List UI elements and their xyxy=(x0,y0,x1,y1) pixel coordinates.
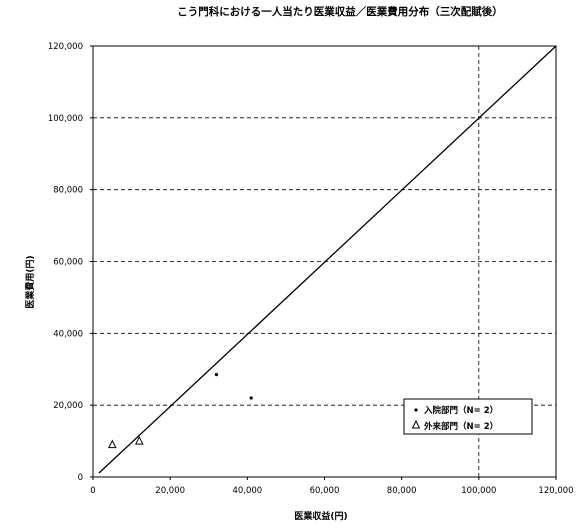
legend-label-outpatient: 外来部門（N= 2） xyxy=(423,421,498,432)
y-axis: 0 20,000 40,000 60,000 80,000 100,000 120,000 xyxy=(48,42,93,483)
reference-line xyxy=(98,45,557,474)
legend-label-inpatient: 入院部門（N= 2） xyxy=(423,405,498,416)
reference-line-layer xyxy=(98,45,557,474)
y-tick-label: 40,000 xyxy=(53,329,83,339)
legend-box xyxy=(403,398,533,435)
legend-marker-inpatient xyxy=(414,408,418,412)
legend-marker-outpatient xyxy=(411,419,421,429)
inpatient-point xyxy=(214,373,219,377)
outpatient-point xyxy=(134,435,144,445)
y-tick-label: 120,000 xyxy=(48,42,83,52)
x-tick-label: 80,000 xyxy=(387,486,417,496)
y-tick-label: 0 xyxy=(78,473,83,483)
y-tick-label: 100,000 xyxy=(48,114,83,124)
x-tick-label: 0 xyxy=(90,486,95,496)
x-tick-label: 120,000 xyxy=(538,486,573,496)
x-axis-label: 医業収益(円) xyxy=(294,510,347,522)
legend: 入院部門（N= 2） 外来部門（N= 2） xyxy=(403,398,533,435)
x-axis: 0 20,000 40,000 60,000 80,000 100,000 120,000 xyxy=(90,477,574,496)
inpatient-point xyxy=(249,396,253,400)
y-tick-label: 20,000 xyxy=(53,401,83,411)
x-tick-label: 20,000 xyxy=(155,486,185,496)
x-tick-label: 60,000 xyxy=(310,486,340,496)
chart-title: こう門科における一人当たり医業収益／医業費用分布（三次配賦後） xyxy=(177,5,503,18)
y-tick-label: 60,000 xyxy=(53,258,83,268)
x-tick-label: 40,000 xyxy=(232,486,262,496)
x-tick-label: 100,000 xyxy=(461,486,496,496)
data-points xyxy=(107,373,253,449)
y-axis-label: 医業費用(円) xyxy=(24,255,36,308)
outpatient-point xyxy=(107,439,117,449)
y-tick-label: 80,000 xyxy=(53,186,83,196)
